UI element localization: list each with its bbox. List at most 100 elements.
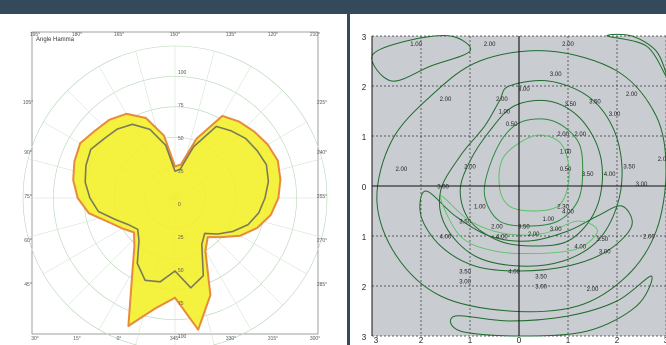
contour-x-tick: 3 — [374, 336, 379, 345]
contour-level-label: 3.50 — [518, 225, 530, 231]
contour-y-tick: 0 — [362, 183, 367, 192]
contour-y-tick: 1 — [362, 233, 367, 242]
contour-level-label: 3.50 — [565, 102, 577, 108]
polar-theta-label: 255° — [317, 194, 327, 200]
contour-level-label: 2.00 — [587, 287, 599, 293]
polar-radial-label: 50 — [178, 268, 184, 274]
contour-level-label: 2.00 — [574, 132, 586, 138]
contour-level-label: 3.00 — [609, 112, 621, 118]
polar-radial-label: 75 — [178, 103, 184, 109]
contour-x-tick: 0 — [517, 336, 522, 345]
polar-theta-label: 75° — [24, 194, 32, 200]
polar-radial-label: 25 — [178, 235, 184, 241]
contour-level-label: 3.00 — [636, 182, 648, 188]
polar-theta-label: 30° — [31, 336, 39, 342]
polar-radial-label: 100 — [178, 70, 187, 76]
contour-level-label: 1.00 — [498, 110, 510, 116]
contour-level-label: 3.50 — [459, 270, 471, 276]
polar-theta-label: 165° — [114, 32, 124, 38]
contour-level-label: 3.00 — [535, 285, 547, 291]
polar-theta-label: 195° — [30, 32, 40, 38]
polar-theta-label: 240° — [317, 150, 327, 156]
contour-line — [459, 99, 603, 247]
contour-level-label: 1.00 — [560, 150, 572, 156]
contour-line — [440, 195, 598, 255]
contour-line — [498, 134, 570, 212]
polar-series-2 — [84, 123, 270, 289]
contour-level-label: 3.00 — [518, 87, 530, 93]
contour-x-tick: 3 — [664, 336, 666, 345]
polar-theta-label: 345° — [170, 336, 180, 342]
contour-line — [419, 190, 633, 272]
contour-line — [483, 118, 584, 227]
contour-line — [371, 35, 472, 82]
polar-theta-label: 0° — [117, 336, 122, 342]
polar-theta-label: 180° — [72, 32, 82, 38]
polar-theta-label: 45° — [24, 282, 32, 288]
contour-level-label: 3.50 — [623, 165, 635, 171]
contour-level-label: 4.00 — [440, 235, 452, 241]
polar-radial-label: 0 — [178, 202, 181, 208]
contour-level-label: 1.00 — [474, 205, 486, 211]
contour-level-label: 2.00 — [557, 132, 569, 138]
contour-level-label: 3.50 — [459, 220, 471, 226]
contour-line — [606, 33, 666, 77]
top-bar — [0, 0, 666, 14]
polar-radial-label: 100 — [178, 334, 187, 340]
contour-y-tick: 1 — [362, 133, 367, 142]
contour-line — [449, 275, 653, 337]
polar-theta-label: 15° — [73, 336, 81, 342]
contour-level-label: 2.00 — [643, 235, 655, 241]
contour-level-label: 2.00 — [491, 225, 503, 231]
polar-radial-label: 25 — [178, 169, 184, 175]
contour-level-label: 3.50 — [582, 172, 594, 178]
contour-level-label: 0.50 — [506, 122, 518, 128]
polar-theta-label: 285° — [317, 282, 327, 288]
contour-level-label: 0.50 — [560, 167, 572, 173]
polar-theta-label: 315° — [268, 336, 278, 342]
panel-divider — [347, 14, 350, 345]
polar-theta-label: 300° — [310, 336, 320, 342]
contour-level-label: 3.00 — [459, 280, 471, 286]
contour-level-label: 4.00 — [604, 172, 616, 178]
contour-y-tick: 2 — [362, 83, 367, 92]
contour-level-label: 4.00 — [496, 235, 508, 241]
polar-theta-label: 105° — [23, 100, 33, 106]
contour-level-label: 1.00 — [410, 42, 422, 48]
contour-level-label: 2.00 — [562, 42, 574, 48]
polar-theta-label: 150° — [170, 32, 180, 38]
polar-theta-label: 270° — [317, 238, 327, 244]
contour-y-tick: 3 — [362, 333, 367, 342]
polar-theta-label: 210° — [310, 32, 320, 38]
polar-theta-label: 135° — [226, 32, 236, 38]
contour-chart-panel: 1.00 2.00 2.00 3.00 2.00 2.00 1.00 3.00 3.50 3.50… — [350, 14, 666, 345]
contour-level-label: 2.00 — [658, 157, 666, 163]
polar-radial-label: 50 — [178, 136, 184, 142]
contour-level-label: 2.00 — [496, 97, 508, 103]
polar-radial-label: 75 — [178, 301, 184, 307]
contour-level-label: 1.00 — [543, 217, 555, 223]
contour-level-label: 2.00 — [626, 92, 638, 98]
polar-theta-label: 120° — [268, 32, 278, 38]
contour-level-label: 4.00 — [574, 245, 586, 251]
contour-level-label: 3.50 — [596, 237, 608, 243]
contour-chart: 1.00 2.00 2.00 3.00 2.00 2.00 1.00 3.00 3.50 3.50… — [350, 14, 666, 345]
contour-level-label: 3.00 — [550, 72, 562, 78]
contour-line — [376, 50, 666, 313]
polar-chart: Angle Hamma 180° 165° 150° 135° 120° 105° 90° 7… — [0, 14, 347, 345]
contour-x-tick: 2 — [615, 336, 620, 345]
contour-level-label: 3.50 — [535, 275, 547, 281]
contour-level-label: 4.00 — [508, 270, 520, 276]
polar-theta-label: 225° — [317, 100, 327, 106]
contour-level-label: 2.00 — [528, 232, 540, 238]
contour-x-tick: 1 — [566, 336, 571, 345]
contour-level-label: 4.00 — [562, 210, 574, 216]
polar-chart-panel: Angle Hamma 180° 165° 150° 135° 120° 105° 90° 7… — [0, 14, 347, 345]
contour-level-label: 2.00 — [484, 42, 496, 48]
contour-x-tick: 2 — [419, 336, 424, 345]
contour-line — [439, 80, 623, 267]
contour-level-label: 3.00 — [550, 227, 562, 233]
contour-x-tick: 1 — [468, 336, 473, 345]
contour-level-label: 3.50 — [589, 100, 601, 106]
